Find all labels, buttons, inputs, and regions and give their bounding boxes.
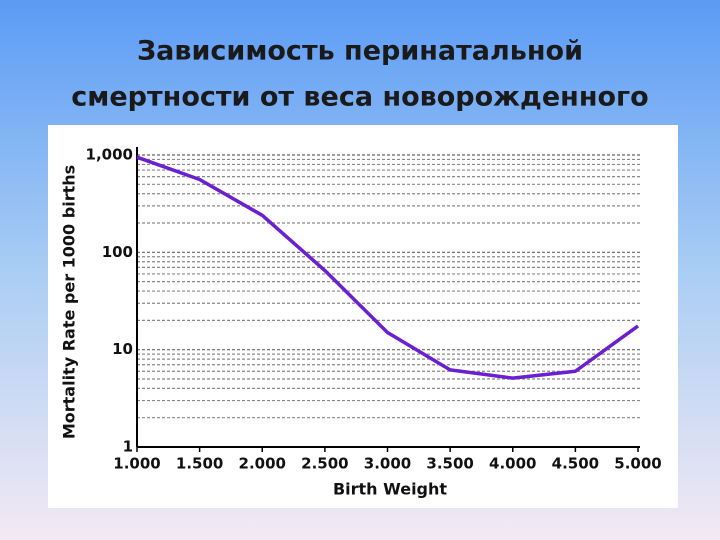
chart-panel [48, 125, 678, 508]
data-line [136, 155, 640, 380]
x-tick-label: 2.000 [239, 455, 286, 473]
title-line: смертности от веса новорожденного [71, 82, 648, 113]
x-tick-label: 4.000 [489, 455, 536, 473]
x-tick-label: 5.000 [614, 455, 661, 473]
x-tick-label: 1.500 [176, 455, 223, 473]
x-tick-label: 3.500 [426, 455, 473, 473]
x-tick-label: 2.500 [301, 455, 348, 473]
title-line: Зависимость перинатальной [137, 36, 583, 67]
y-axis-label: Mortality Rate per 1000 births [60, 165, 79, 439]
y-tick-label: 10 [112, 340, 133, 358]
x-tick-label: 3.000 [364, 455, 411, 473]
y-tick-label: 1,000 [86, 146, 133, 164]
y-tick-label: 100 [102, 243, 133, 261]
x-axis-label: Birth Weight [333, 480, 447, 499]
x-tick-label: 1.000 [113, 455, 160, 473]
y-tick-label: 1 [123, 438, 133, 456]
x-tick-label: 4.500 [552, 455, 599, 473]
